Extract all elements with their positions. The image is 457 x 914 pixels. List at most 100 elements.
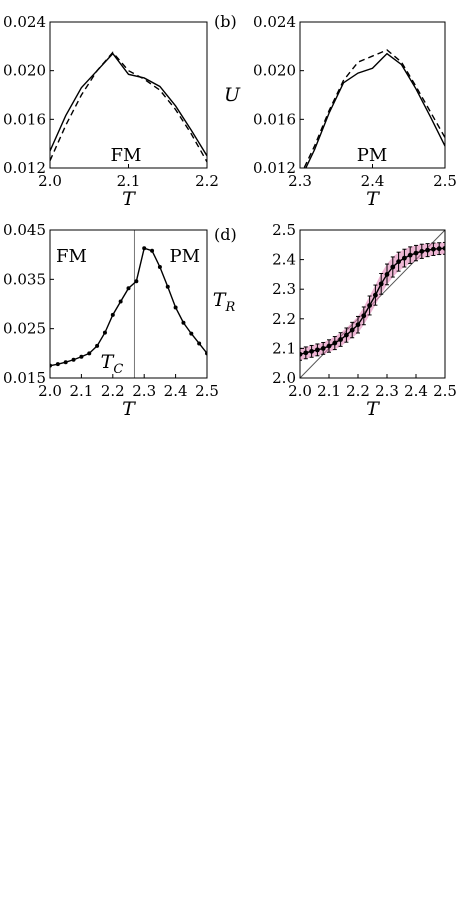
dashed-line — [303, 49, 445, 168]
y-tick-label: 0.025 — [3, 320, 46, 338]
x-tick-label: 2.4 — [404, 382, 428, 400]
data-point — [150, 248, 155, 253]
data-point — [173, 305, 178, 310]
data-point — [126, 286, 131, 291]
y-axis-label: TR — [213, 289, 236, 315]
annotation: FM — [56, 246, 87, 267]
y-tick-label: 0.024 — [253, 13, 296, 31]
panel-3: 2.0 2.1 2.2 2.3 2.4 2.5 0.015 0.025 0.035 0.045 T F… — [3, 221, 219, 420]
y-tick-label: 0.016 — [253, 110, 296, 128]
y-tick-label: 0.020 — [3, 62, 46, 80]
series-1 — [50, 246, 207, 368]
data-point — [384, 272, 390, 277]
data-point — [338, 337, 343, 342]
plot-area — [303, 49, 445, 168]
x-tick-label: 2.4 — [361, 172, 385, 190]
data-point — [419, 248, 425, 254]
x-tick-label: 2.4 — [164, 382, 188, 400]
y-tick-label: 0.012 — [3, 159, 46, 177]
panel-2: 2.3 2.4 2.5 0.012 0.016 0.020 0.024 T U (b) PM — [214, 12, 457, 210]
data-point — [197, 341, 202, 346]
data-point — [300, 351, 303, 357]
y-tick-label: 0.015 — [3, 369, 46, 387]
solid-line — [305, 52, 445, 168]
x-axis-label: T — [366, 188, 380, 210]
data-point — [378, 281, 384, 287]
data-point — [87, 351, 92, 356]
series-1 — [305, 52, 445, 168]
solid-line — [300, 247, 445, 355]
panel-4: 2.0 2.1 2.2 2.3 2.4 2.5 2.0 2.1 2.2 2.3 2.4 2.5 T TR (… — [213, 221, 457, 420]
data-point — [118, 299, 123, 304]
data-point — [344, 332, 349, 338]
x-axis-label: T — [122, 398, 136, 420]
y-tick-label: 0.045 — [3, 221, 46, 239]
series-2 — [50, 51, 207, 163]
data-point — [142, 246, 147, 251]
plot-area — [50, 51, 207, 163]
y-tick-label: 2.4 — [272, 251, 296, 269]
plot-frame — [49, 229, 208, 379]
data-point — [402, 255, 407, 261]
data-point — [95, 343, 100, 348]
data-point — [407, 252, 413, 258]
plot-area — [300, 230, 445, 378]
x-tick-label: 2.2 — [346, 382, 370, 400]
data-point — [390, 264, 396, 270]
x-tick-label: 2.0 — [38, 382, 62, 400]
data-point — [425, 247, 430, 253]
x-tick-label: 2.5 — [433, 172, 457, 190]
x-tick-label: 2.5 — [195, 382, 219, 400]
annotation: FM — [111, 145, 142, 166]
data-point — [332, 340, 338, 346]
series-2 — [303, 49, 445, 168]
data-point — [442, 245, 445, 251]
data-point — [71, 357, 76, 362]
y-tick-label: 2.1 — [272, 339, 296, 357]
data-point — [396, 259, 401, 265]
data-point — [165, 284, 170, 289]
y-tick-label: 2.0 — [272, 369, 296, 387]
annotation: PM — [169, 246, 200, 267]
x-tick-label: 2.2 — [195, 172, 219, 190]
annotation: PM — [357, 145, 388, 166]
data-point — [315, 347, 320, 353]
data-point — [373, 292, 378, 298]
solid-line — [50, 52, 207, 157]
data-point — [355, 322, 361, 328]
data-point — [361, 313, 367, 319]
x-axis-label: T — [122, 188, 136, 210]
y-tick-label: 0.012 — [253, 159, 296, 177]
data-point — [436, 246, 442, 252]
y-tick-label: 0.035 — [3, 270, 46, 288]
data-point — [110, 312, 115, 317]
data-point — [181, 320, 186, 325]
x-axis-label: T — [366, 398, 380, 420]
data-point — [309, 348, 314, 354]
data-point — [63, 360, 68, 365]
x-tick-label: 2.5 — [433, 382, 457, 400]
data-point — [367, 303, 372, 308]
x-tick-label: 2.1 — [117, 172, 141, 190]
x-tick-label: 2.0 — [288, 382, 312, 400]
data-point — [79, 354, 84, 359]
data-point — [55, 362, 60, 367]
x-tick-label: 2.3 — [375, 382, 399, 400]
x-tick-label: 2.0 — [38, 172, 62, 190]
data-point — [303, 350, 309, 356]
plot-frame — [299, 229, 446, 379]
y-tick-label: 2.2 — [272, 310, 296, 328]
y-tick-label: 2.5 — [272, 221, 296, 239]
panel-label: (d) — [214, 225, 237, 244]
y-tick-label: 0.020 — [253, 62, 296, 80]
data-point — [431, 246, 436, 252]
y-axis-label: U — [224, 84, 241, 106]
annotation: TC — [101, 351, 124, 377]
data-point — [413, 250, 419, 256]
dashed-line — [50, 51, 207, 163]
panel-label: (b) — [214, 12, 237, 31]
y-tick-label: 0.024 — [3, 13, 46, 31]
series-1 — [50, 52, 207, 157]
x-tick-label: 2.1 — [317, 382, 341, 400]
